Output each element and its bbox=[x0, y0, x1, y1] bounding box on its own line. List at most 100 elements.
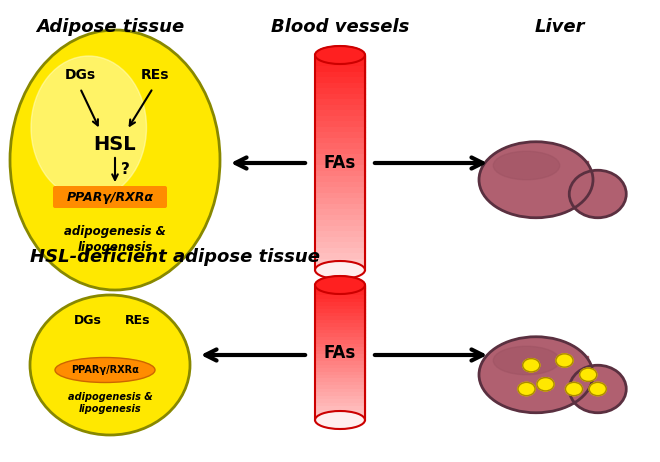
Ellipse shape bbox=[315, 46, 365, 64]
Polygon shape bbox=[315, 237, 365, 243]
Polygon shape bbox=[315, 399, 365, 403]
Ellipse shape bbox=[10, 30, 220, 290]
Ellipse shape bbox=[315, 411, 365, 429]
Polygon shape bbox=[315, 99, 365, 104]
Polygon shape bbox=[315, 187, 365, 193]
Text: Liver: Liver bbox=[535, 18, 585, 36]
Polygon shape bbox=[315, 66, 365, 72]
Ellipse shape bbox=[589, 383, 607, 395]
Ellipse shape bbox=[493, 151, 560, 180]
Text: adipogenesis &: adipogenesis & bbox=[64, 225, 166, 238]
Polygon shape bbox=[315, 323, 365, 327]
Polygon shape bbox=[315, 215, 365, 220]
Ellipse shape bbox=[30, 295, 190, 435]
Ellipse shape bbox=[55, 358, 155, 383]
Polygon shape bbox=[315, 198, 365, 204]
Polygon shape bbox=[315, 295, 365, 299]
Ellipse shape bbox=[523, 359, 540, 372]
Ellipse shape bbox=[31, 56, 147, 199]
Polygon shape bbox=[315, 231, 365, 237]
Ellipse shape bbox=[479, 142, 593, 218]
Polygon shape bbox=[315, 371, 365, 375]
Polygon shape bbox=[315, 182, 365, 187]
Polygon shape bbox=[315, 61, 365, 66]
Text: ?: ? bbox=[121, 163, 129, 177]
Polygon shape bbox=[315, 313, 365, 316]
Polygon shape bbox=[315, 365, 365, 368]
Text: DGs: DGs bbox=[65, 68, 96, 82]
Polygon shape bbox=[315, 243, 365, 248]
Polygon shape bbox=[315, 110, 365, 116]
Polygon shape bbox=[315, 340, 365, 344]
Polygon shape bbox=[315, 330, 365, 334]
Text: HSL-deficient adipose tissue: HSL-deficient adipose tissue bbox=[30, 248, 320, 266]
Polygon shape bbox=[315, 385, 365, 389]
Polygon shape bbox=[315, 176, 365, 182]
Polygon shape bbox=[315, 375, 365, 378]
Polygon shape bbox=[315, 209, 365, 215]
Polygon shape bbox=[315, 88, 365, 94]
Polygon shape bbox=[315, 347, 365, 351]
Polygon shape bbox=[315, 320, 365, 323]
Polygon shape bbox=[315, 354, 365, 358]
Ellipse shape bbox=[518, 383, 535, 395]
Polygon shape bbox=[315, 104, 365, 110]
Ellipse shape bbox=[315, 261, 365, 279]
Ellipse shape bbox=[566, 383, 583, 395]
Polygon shape bbox=[569, 356, 588, 403]
Polygon shape bbox=[315, 160, 365, 165]
Polygon shape bbox=[315, 288, 365, 292]
Polygon shape bbox=[315, 361, 365, 365]
Polygon shape bbox=[315, 171, 365, 176]
Ellipse shape bbox=[556, 354, 573, 367]
Polygon shape bbox=[315, 378, 365, 382]
Polygon shape bbox=[315, 413, 365, 417]
Polygon shape bbox=[315, 248, 365, 254]
Polygon shape bbox=[315, 165, 365, 171]
Polygon shape bbox=[315, 292, 365, 295]
FancyBboxPatch shape bbox=[53, 186, 167, 208]
Ellipse shape bbox=[493, 346, 560, 375]
Polygon shape bbox=[315, 264, 365, 270]
Polygon shape bbox=[315, 368, 365, 371]
Polygon shape bbox=[315, 132, 365, 138]
Text: Blood vessels: Blood vessels bbox=[271, 18, 409, 36]
Polygon shape bbox=[315, 306, 365, 309]
Text: adipogenesis &: adipogenesis & bbox=[67, 392, 152, 402]
Polygon shape bbox=[315, 344, 365, 347]
Polygon shape bbox=[315, 83, 365, 88]
Text: REs: REs bbox=[125, 314, 150, 327]
Polygon shape bbox=[315, 77, 365, 83]
Polygon shape bbox=[315, 143, 365, 149]
Polygon shape bbox=[315, 327, 365, 330]
Polygon shape bbox=[315, 127, 365, 132]
Polygon shape bbox=[315, 55, 365, 61]
Text: lipogenesis: lipogenesis bbox=[77, 241, 152, 254]
Polygon shape bbox=[315, 337, 365, 340]
Text: Adipose tissue: Adipose tissue bbox=[36, 18, 184, 36]
Text: PPARγ/RXRα: PPARγ/RXRα bbox=[71, 365, 139, 375]
Ellipse shape bbox=[537, 377, 554, 391]
Polygon shape bbox=[315, 302, 365, 306]
Polygon shape bbox=[315, 351, 365, 354]
Polygon shape bbox=[315, 138, 365, 143]
Polygon shape bbox=[315, 334, 365, 337]
Polygon shape bbox=[315, 149, 365, 154]
Text: FAs: FAs bbox=[324, 153, 356, 171]
Polygon shape bbox=[315, 417, 365, 420]
Polygon shape bbox=[315, 406, 365, 410]
Polygon shape bbox=[315, 193, 365, 198]
Polygon shape bbox=[315, 72, 365, 77]
Polygon shape bbox=[315, 116, 365, 121]
Polygon shape bbox=[315, 358, 365, 361]
Polygon shape bbox=[315, 94, 365, 99]
Text: DGs: DGs bbox=[74, 314, 102, 327]
Polygon shape bbox=[315, 403, 365, 406]
Polygon shape bbox=[315, 396, 365, 399]
Polygon shape bbox=[315, 226, 365, 231]
Text: PPARγ/RXRα: PPARγ/RXRα bbox=[67, 190, 154, 203]
Ellipse shape bbox=[579, 368, 597, 382]
Polygon shape bbox=[315, 299, 365, 302]
Polygon shape bbox=[315, 204, 365, 209]
Polygon shape bbox=[315, 392, 365, 396]
